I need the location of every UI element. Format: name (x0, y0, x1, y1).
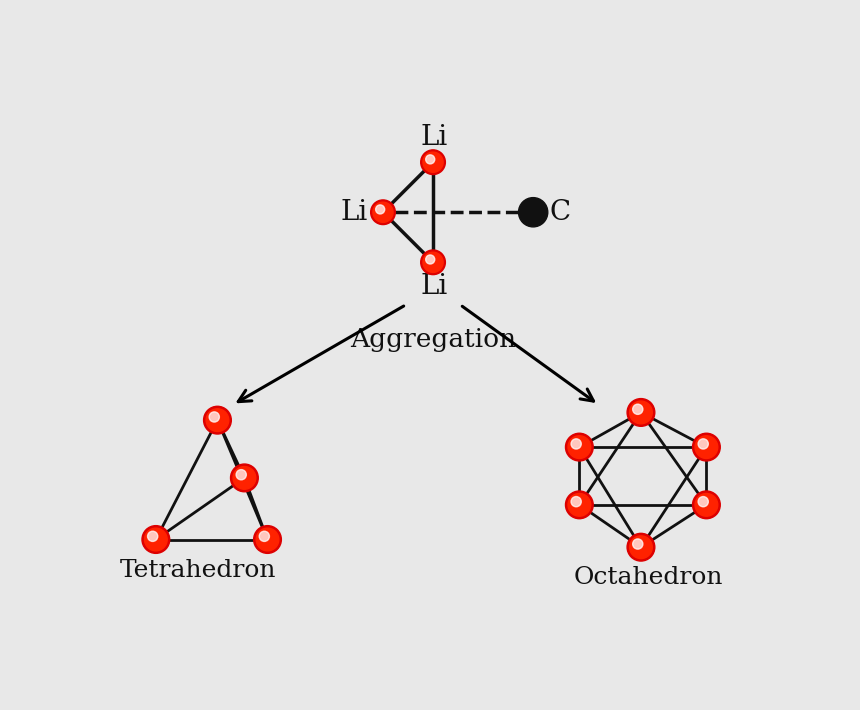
Circle shape (148, 531, 157, 542)
Circle shape (566, 491, 593, 519)
Circle shape (426, 155, 435, 164)
Circle shape (692, 491, 721, 519)
Circle shape (423, 152, 443, 173)
Circle shape (254, 525, 281, 553)
Circle shape (373, 202, 393, 222)
Text: Li: Li (421, 273, 448, 300)
Circle shape (571, 439, 581, 449)
Circle shape (204, 406, 231, 434)
Circle shape (630, 536, 653, 559)
Circle shape (568, 493, 591, 516)
Circle shape (633, 404, 643, 415)
Circle shape (698, 439, 709, 449)
Text: Li: Li (340, 199, 367, 226)
Circle shape (421, 250, 445, 275)
Text: Li: Li (421, 124, 448, 151)
Text: Aggregation: Aggregation (350, 327, 516, 351)
Text: Octahedron: Octahedron (574, 567, 723, 589)
Circle shape (692, 433, 721, 461)
Circle shape (144, 528, 167, 551)
Circle shape (519, 197, 548, 227)
Circle shape (371, 200, 396, 224)
Circle shape (209, 412, 219, 422)
Circle shape (233, 466, 255, 489)
Circle shape (566, 433, 593, 461)
Circle shape (376, 205, 384, 214)
Circle shape (633, 539, 643, 549)
Circle shape (627, 398, 654, 426)
Circle shape (426, 255, 435, 264)
Circle shape (421, 150, 445, 175)
Circle shape (142, 525, 169, 553)
Circle shape (568, 436, 591, 459)
Circle shape (571, 496, 581, 507)
Circle shape (695, 493, 718, 516)
Text: Tetrahedron: Tetrahedron (120, 559, 276, 581)
Circle shape (423, 252, 443, 273)
Circle shape (206, 409, 229, 432)
Circle shape (630, 401, 653, 424)
Text: C: C (550, 199, 571, 226)
Circle shape (695, 436, 718, 459)
Circle shape (237, 469, 246, 480)
Circle shape (256, 528, 279, 551)
Circle shape (259, 531, 269, 542)
Circle shape (627, 533, 654, 561)
Circle shape (698, 496, 709, 507)
Circle shape (230, 464, 258, 492)
